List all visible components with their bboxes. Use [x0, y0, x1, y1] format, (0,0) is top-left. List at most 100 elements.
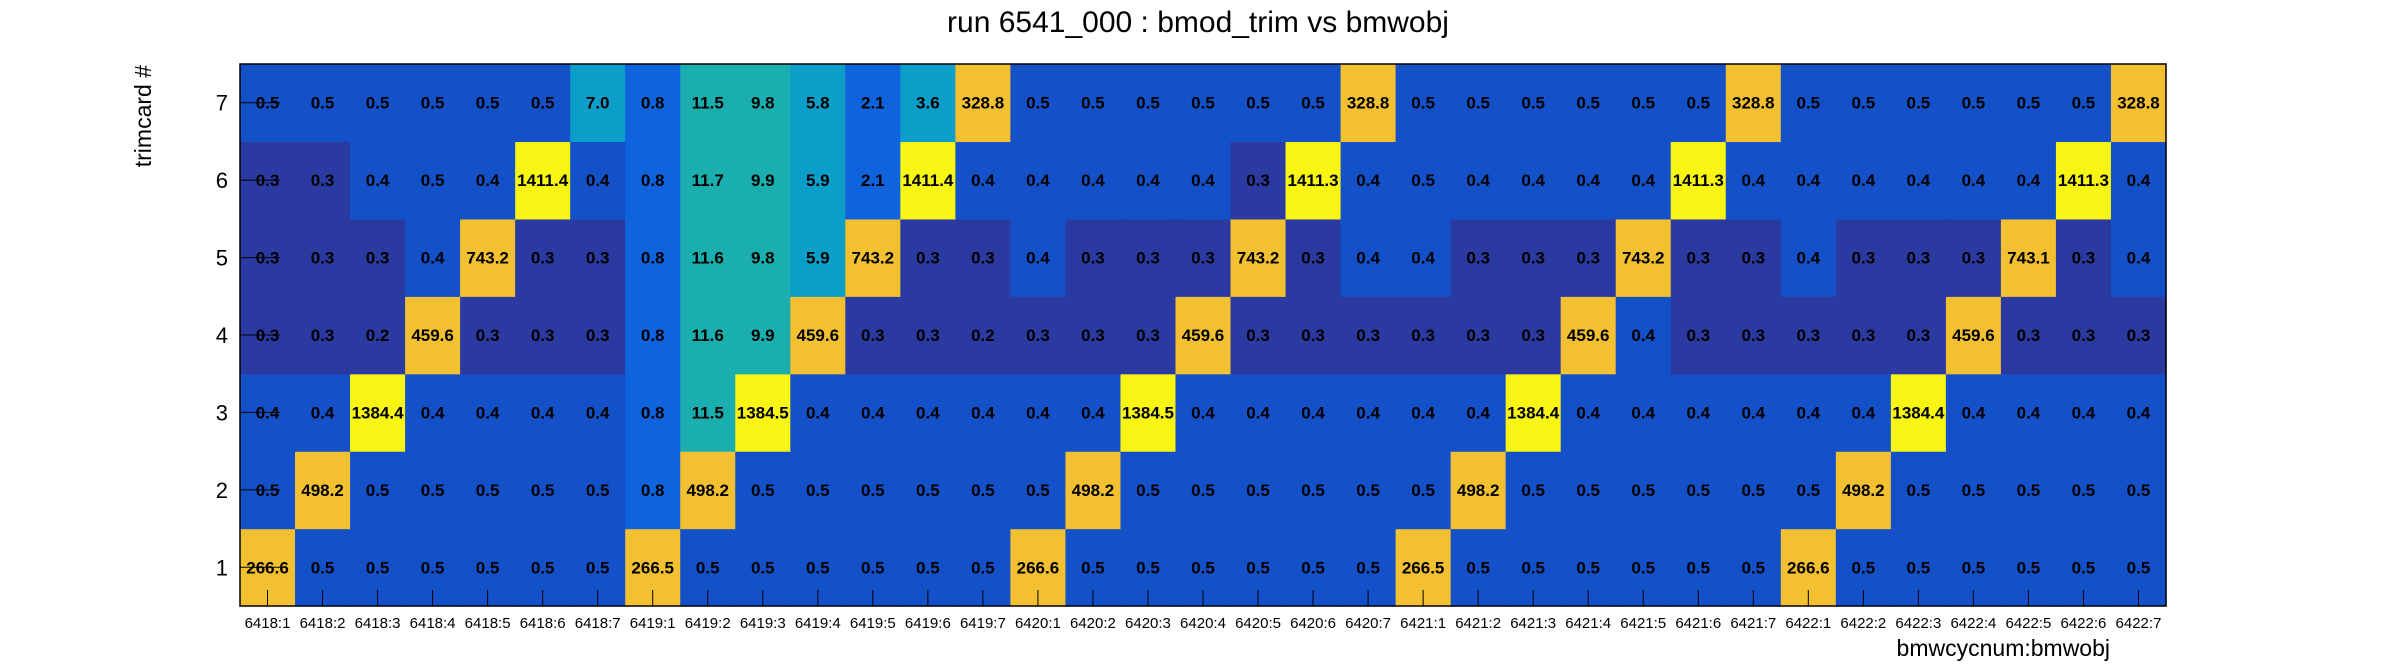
cell-value-label: 0.5	[2017, 558, 2041, 577]
heatmap-cell	[1010, 64, 1067, 143]
cell-value-label: 5.8	[806, 94, 830, 113]
heatmap-cell-labels: 266.6 0.5 0.5 0.5 0.5 0.5 0.5 266.5 0.5 0.5 0.5 0.5…	[246, 94, 2160, 578]
heatmap-cell	[2110, 373, 2167, 452]
cell-value-label: 0.5	[1466, 94, 1490, 113]
heatmap-cell	[1065, 373, 1122, 452]
y-axis-ticks: 1 2 3 4 5 6 7	[216, 91, 280, 580]
x-tick-label: 6420:6	[1290, 615, 1336, 632]
heatmap-cell	[460, 451, 516, 530]
cell-value-label: 0.4	[1136, 171, 1160, 190]
heatmap-cell	[1010, 296, 1067, 375]
cell-value-label: 498.2	[1842, 481, 1885, 500]
cell-value-label: 0.4	[476, 171, 500, 190]
cell-value-label: 0.8	[641, 249, 665, 268]
x-tick-label: 6422:5	[2005, 615, 2051, 632]
heatmap-cell	[2055, 296, 2112, 375]
cell-value-label: 0.5	[916, 558, 940, 577]
heatmap-cell	[1780, 451, 1837, 530]
heatmap-cell	[1670, 64, 1727, 143]
heatmap-cell	[1010, 373, 1067, 452]
cell-value-label: 0.5	[1026, 94, 1050, 113]
heatmap-cell	[405, 218, 461, 297]
cell-value-label: 0.5	[1852, 558, 1876, 577]
heatmap-cell	[1780, 373, 1837, 452]
cell-value-label: 0.4	[1962, 403, 1986, 422]
heatmap-cell	[900, 373, 956, 452]
heatmap-cell	[515, 64, 571, 143]
cell-value-label: 0.4	[366, 171, 390, 190]
cell-value-label: 0.5	[311, 94, 335, 113]
cell-value-label: 328.8	[1732, 94, 1775, 113]
cell-value-label: 266.6	[1787, 558, 1830, 577]
heatmap-cell	[2055, 218, 2112, 297]
heatmap-cell	[2055, 373, 2112, 452]
cell-value-label: 0.5	[586, 558, 610, 577]
x-tick-label: 6420:7	[1345, 615, 1391, 632]
cell-value-label: 0.3	[2072, 249, 2096, 268]
x-tick-label: 6420:3	[1125, 615, 1171, 632]
cell-value-label: 0.8	[641, 403, 665, 422]
cell-value-label: 0.5	[1576, 558, 1600, 577]
heatmap-cell	[1560, 141, 1617, 220]
cell-value-label: 0.3	[1962, 249, 1986, 268]
heatmap-cell	[515, 451, 571, 530]
cell-value-label: 0.4	[1962, 171, 1986, 190]
cell-value-label: 0.5	[1631, 558, 1655, 577]
cell-value-label: 0.5	[1962, 558, 1986, 577]
cell-value-label: 0.5	[1796, 481, 1820, 500]
heatmap-cell	[2110, 64, 2167, 143]
heatmap-cell	[1945, 296, 2002, 375]
heatmap-cell	[2000, 64, 2057, 143]
cell-value-label: 498.2	[686, 481, 729, 500]
heatmap-cell	[2110, 218, 2167, 297]
x-axis-ticks: 6418:1 6418:2 6418:3 6418:4 6418:5 6418:6 6418…	[245, 590, 2161, 632]
heatmap-cell	[570, 141, 626, 220]
cell-value-label: 743.2	[1622, 249, 1665, 268]
y-tick-label: 1	[216, 555, 228, 580]
heatmap-cell	[955, 218, 1011, 297]
cell-value-label: 0.5	[1631, 94, 1655, 113]
cell-value-label: 0.5	[1246, 94, 1270, 113]
cell-value-label: 0.5	[531, 481, 555, 500]
heatmap-cell	[1120, 64, 1177, 143]
cell-value-label: 0.4	[531, 403, 555, 422]
cell-value-label: 0.3	[1466, 249, 1490, 268]
heatmap-cell	[1450, 296, 1507, 375]
heatmap-cell	[1725, 218, 1782, 297]
cell-value-label: 0.2	[366, 326, 390, 345]
heatmap-cell	[1175, 141, 1232, 220]
cell-value-label: 0.4	[1631, 326, 1655, 345]
heatmap-cell	[1505, 451, 1562, 530]
heatmap-cell	[1065, 218, 1122, 297]
heatmap-cell	[1395, 451, 1452, 530]
heatmap-cell	[1395, 373, 1452, 452]
cell-value-label: 0.3	[1521, 249, 1545, 268]
cell-value-label: 498.2	[1072, 481, 1115, 500]
cell-value-label: 1384.5	[737, 403, 789, 422]
x-tick-label: 6418:3	[355, 615, 401, 632]
y-tick-label: 4	[216, 323, 228, 348]
heatmap-cell	[515, 141, 571, 220]
heatmap-cell	[405, 141, 461, 220]
cell-value-label: 0.3	[1686, 249, 1710, 268]
heatmap-cell	[295, 218, 351, 297]
cell-value-label: 0.8	[641, 326, 665, 345]
cell-value-label: 0.4	[1356, 171, 1380, 190]
x-tick-label: 6420:1	[1015, 615, 1061, 632]
x-tick-label: 6420:5	[1235, 615, 1281, 632]
heatmap-cell	[790, 141, 846, 220]
cell-value-label: 743.2	[1237, 249, 1280, 268]
cell-value-label: 0.4	[1686, 403, 1710, 422]
heatmap-cell	[350, 218, 406, 297]
heatmap-cell	[1945, 451, 2002, 530]
heatmap-cell	[1560, 296, 1617, 375]
cell-value-label: 1384.4	[352, 403, 405, 422]
cell-value-label: 0.5	[1246, 558, 1270, 577]
cell-value-label: 11.6	[692, 326, 724, 345]
cell-value-label: 0.4	[861, 403, 885, 422]
cell-value-label: 0.4	[311, 403, 335, 422]
heatmap-cell	[1340, 296, 1397, 375]
heatmap-cell	[1175, 296, 1232, 375]
heatmap-cell	[1285, 64, 1342, 143]
cell-value-label: 0.5	[1356, 558, 1380, 577]
